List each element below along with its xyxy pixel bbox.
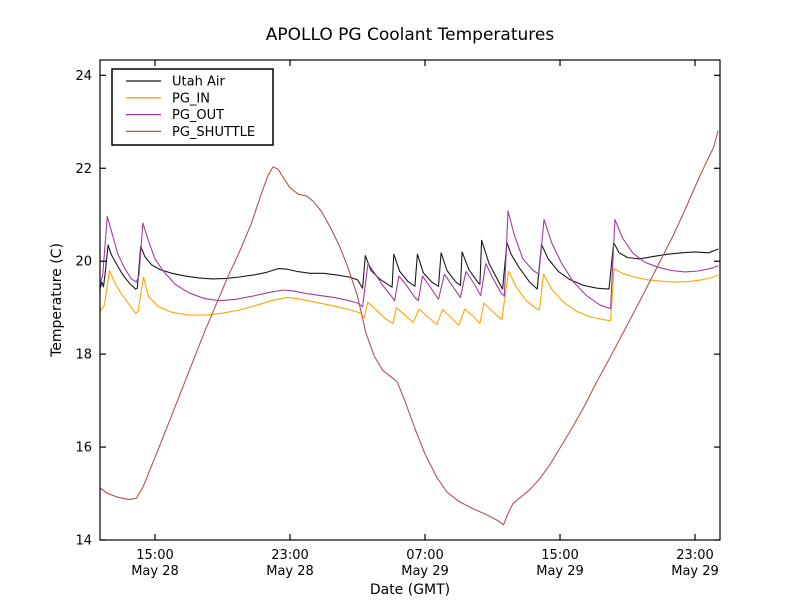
y-axis-label: Temperature (C) <box>49 243 65 357</box>
legend-box <box>111 68 274 146</box>
y-tick-label-1: 16 <box>75 441 92 456</box>
x-tick-label-time-0: 15:00 <box>136 548 173 563</box>
x-axis-label: Date (GMT) <box>369 582 451 598</box>
x-tick-label-time-3: 15:00 <box>541 548 578 563</box>
chart-title: APOLLO PG Coolant Temperatures <box>265 25 555 45</box>
y-tick-label-4: 22 <box>75 162 92 177</box>
series-line-utah-air <box>99 239 719 290</box>
x-tick-label-date-1: May 28 <box>266 564 314 579</box>
legend-label-1: PG_IN <box>172 91 210 106</box>
x-tick-label-time-1: 23:00 <box>271 548 308 563</box>
series-line-pg-out <box>99 210 719 310</box>
x-tick-label-date-4: May 29 <box>671 564 719 579</box>
x-tick-label-date-3: May 29 <box>536 564 584 579</box>
series-line-pg-in <box>99 268 719 326</box>
y-tick-label-2: 18 <box>75 348 92 363</box>
y-tick-label-3: 20 <box>75 255 92 270</box>
legend-label-3: PG_SHUTTLE <box>172 125 255 140</box>
x-tick-label-date-0: May 28 <box>131 564 179 579</box>
series-line-pg-shuttle <box>99 130 719 526</box>
x-tick-label-date-2: May 29 <box>401 564 449 579</box>
plot-border <box>99 59 721 541</box>
x-tick-label-time-2: 07:00 <box>406 548 443 563</box>
legend-label-0: Utah Air <box>172 75 225 90</box>
y-tick-label-0: 14 <box>75 534 92 549</box>
x-tick-label-time-4: 23:00 <box>676 548 713 563</box>
legend-label-2: PG_OUT <box>172 108 224 123</box>
y-tick-label-5: 24 <box>75 69 92 84</box>
